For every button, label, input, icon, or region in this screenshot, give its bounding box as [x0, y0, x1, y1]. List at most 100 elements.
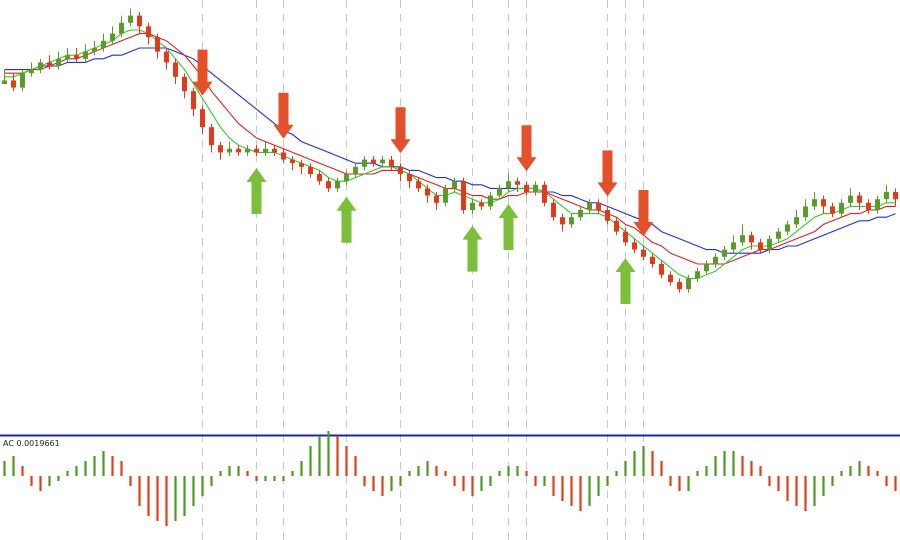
sell-arrow-icon [633, 190, 654, 236]
candle-bull [704, 264, 709, 272]
moving-averages [4, 29, 896, 279]
candle-bull [65, 55, 70, 59]
candle-bear [668, 274, 673, 282]
sell-arrow-icon [516, 125, 537, 172]
candle-bear [137, 15, 142, 27]
candle-bear [515, 181, 520, 185]
candle-bull [83, 51, 88, 59]
candle-bear [416, 181, 421, 189]
candle-bear [614, 220, 619, 232]
candle-bull [29, 69, 34, 74]
candle-bear [164, 51, 169, 63]
candle-bull [128, 15, 133, 23]
candle-bull [569, 217, 574, 225]
candle-bull [785, 224, 790, 232]
candle-bull [362, 159, 367, 167]
candle-bear [200, 109, 205, 128]
candle-bear [155, 37, 160, 52]
candle-bull [56, 58, 61, 66]
candle-bull [794, 217, 799, 225]
candle-bear [857, 195, 862, 203]
candle-bear [425, 188, 430, 196]
candle-bull [119, 22, 124, 34]
sell-arrow-icon [597, 150, 618, 197]
candle-bear [236, 148, 241, 153]
candle-bear [209, 127, 214, 146]
candle-bear [893, 192, 898, 200]
candle-bull [2, 80, 7, 84]
buy-arrow-icon [462, 225, 483, 272]
buy-arrow-icon [246, 168, 267, 214]
candle-bull [740, 235, 745, 243]
candle-bull [767, 238, 772, 250]
candle-bear [308, 166, 313, 174]
ac-histogram [3, 431, 897, 526]
candle-bull [110, 33, 115, 41]
buy-arrow-icon [336, 196, 357, 243]
candle-bear [542, 184, 547, 203]
candle-bear [290, 159, 295, 164]
candle-bear [191, 91, 196, 110]
candle-bull [380, 159, 385, 164]
candle-bull [20, 73, 25, 88]
signal-vertical-lines [202, 0, 644, 540]
signal-arrows [192, 49, 654, 304]
candle-bear [74, 55, 79, 59]
candle-bull [245, 148, 250, 153]
candle-bull [731, 242, 736, 250]
candle-bull [776, 231, 781, 239]
candle-bear [146, 26, 151, 38]
candle-bull [587, 202, 592, 210]
candle-bear [551, 202, 556, 218]
ac-indicator-label: AC 0.0019661 [3, 439, 60, 448]
ma-fast-line [4, 29, 896, 279]
candle-bull [38, 62, 43, 70]
candle-bear [461, 181, 466, 210]
candle-bull [263, 148, 268, 153]
ma-slow-line [4, 47, 896, 254]
candle-bull [344, 174, 349, 182]
candle-bear [218, 145, 223, 153]
candle-bear [866, 202, 871, 210]
candle-bear [479, 202, 484, 207]
candle-bull [497, 188, 502, 196]
candle-bull [227, 148, 232, 153]
candle-bull [470, 202, 475, 210]
candle-bull [812, 199, 817, 207]
candle-bull [92, 48, 97, 52]
candle-bull [722, 249, 727, 257]
candle-bull [533, 184, 538, 192]
candle-bear [182, 76, 187, 92]
candle-bull [578, 210, 583, 218]
candle-bull [839, 202, 844, 214]
candle-bull [713, 256, 718, 264]
ma-mid-line [4, 33, 896, 265]
candle-bear [371, 159, 376, 164]
candle-bull [101, 40, 106, 48]
candle-bear [434, 195, 439, 203]
buy-arrow-icon [498, 204, 519, 250]
candle-bear [821, 199, 826, 207]
candle-bear [650, 256, 655, 264]
candle-bull [875, 199, 880, 210]
candle-bear [641, 249, 646, 257]
candle-bear [254, 148, 259, 153]
candle-bear [272, 148, 277, 153]
candle-bear [623, 231, 628, 243]
candle-bear [677, 282, 682, 290]
candle-bear [596, 202, 601, 210]
candle-bull [335, 181, 340, 189]
candle-bull [452, 181, 457, 189]
candle-bull [884, 192, 889, 200]
candle-bear [407, 174, 412, 182]
candle-bear [758, 242, 763, 250]
candle-bear [11, 80, 16, 88]
candle-bear [605, 210, 610, 221]
candle-bear [524, 184, 529, 192]
candlesticks [2, 8, 898, 293]
buy-arrow-icon [615, 258, 636, 304]
candle-bear [299, 163, 304, 167]
candle-bear [398, 166, 403, 174]
candle-bull [443, 188, 448, 203]
